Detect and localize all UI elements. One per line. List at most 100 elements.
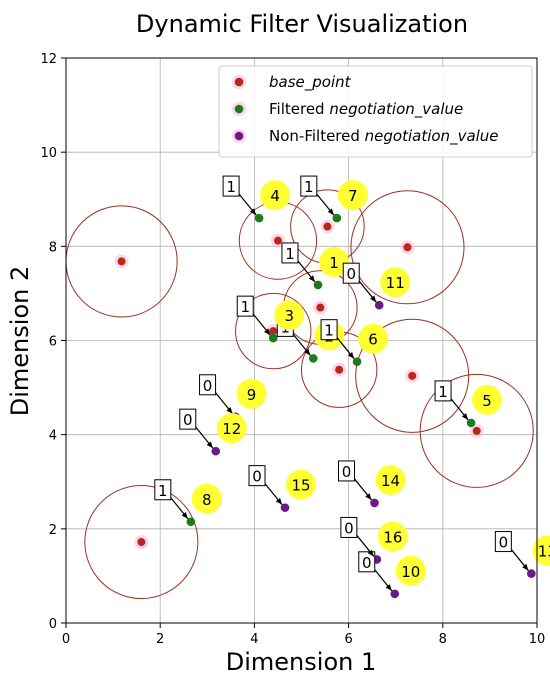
y-tick-label: 10 (40, 146, 57, 161)
flag-box (236, 295, 254, 317)
annotation-arrowhead (461, 413, 469, 420)
y-tick-label: 12 (40, 52, 57, 67)
id-badge-label: 12 (222, 420, 241, 438)
filtered-point (352, 357, 362, 366)
legend-label-text: Filtered (269, 100, 329, 118)
y-axis-label: Dimension 2 (6, 266, 34, 416)
legend-box (218, 65, 533, 158)
flag-label: 0 (346, 265, 356, 283)
flag-label: 1 (285, 245, 295, 263)
nonfiltered-point (390, 589, 400, 599)
flag-label: 1 (240, 298, 250, 316)
annotation-arrowhead (181, 512, 188, 519)
flag-box (248, 465, 266, 487)
base-point (269, 327, 278, 336)
flag-label: 0 (362, 554, 372, 572)
x-axis-label: Dimension 1 (226, 648, 376, 676)
flag-box (494, 531, 512, 553)
legend-label-italic: negotiation_value (329, 100, 463, 119)
flag-box (154, 479, 172, 501)
legend-label-italic: negotiation_value (365, 127, 499, 146)
legend-label: base_point (269, 73, 352, 92)
axes-frame (65, 57, 538, 624)
y-tick-label: 4 (49, 429, 57, 444)
legend-marker (234, 104, 244, 114)
plot-area: 0246810024681012111213141516171809010011… (40, 52, 550, 647)
base-point (335, 365, 344, 374)
flag-label: 1 (226, 178, 236, 196)
flag-label: 1 (304, 178, 314, 196)
id-badge (286, 469, 317, 500)
legend-label: Filtered negotiation_value (269, 100, 463, 119)
flag-box (358, 551, 376, 573)
filtered-point (186, 517, 196, 527)
id-badge-label: 3 (284, 307, 294, 325)
legend-label: Non-Filtered negotiation_value (269, 127, 499, 146)
flag-label: 0 (252, 468, 262, 486)
base-radius-circle (355, 318, 470, 433)
base-radius-circle (66, 205, 178, 318)
flag-label: 1 (324, 322, 334, 340)
flag-box (199, 374, 217, 396)
id-badge (274, 300, 305, 331)
id-badge-label: 16 (383, 528, 402, 546)
id-badge (380, 267, 411, 298)
x-tick-label: 10 (529, 632, 546, 647)
flag-label: 0 (183, 411, 193, 429)
id-badge-label: 10 (401, 563, 420, 581)
id-badge (377, 521, 408, 552)
annotation-arrowhead (347, 351, 355, 359)
flag-box (434, 380, 452, 402)
flag-box (320, 319, 338, 341)
annotation-arrowhead (365, 493, 372, 500)
annotation-arrowhead (249, 208, 257, 216)
id-badge (191, 483, 222, 514)
flag-label: 1 (158, 482, 168, 500)
id-badge-label: 6 (368, 331, 378, 349)
annotation-arrowhead (304, 348, 311, 356)
id-badge (375, 464, 406, 495)
y-tick-label: 6 (49, 335, 57, 350)
annotation-arrowhead (206, 441, 213, 449)
legend-marker (234, 131, 244, 141)
annotation-arrowhead (226, 407, 233, 414)
annotation-arrowhead (275, 497, 283, 505)
id-badge-label: 13 (538, 543, 550, 561)
flag-box (300, 175, 318, 197)
id-badge (472, 384, 503, 415)
id-badge (318, 246, 349, 277)
y-tick-label: 2 (49, 523, 57, 538)
x-tick-label: 6 (344, 632, 352, 647)
id-badge (337, 180, 368, 211)
chart-title: Dynamic Filter Visualization (136, 10, 468, 38)
filtered-point (254, 213, 264, 223)
annotation-arrowhead (385, 584, 392, 591)
flag-box (342, 262, 360, 284)
id-badge (216, 413, 247, 444)
filtered-point (268, 333, 278, 343)
id-badge-label: 15 (291, 477, 310, 495)
base-radius-circle (235, 292, 312, 370)
filtered-point (308, 354, 318, 363)
plot-content (66, 189, 536, 600)
flag-label: 1 (438, 383, 448, 401)
x-tick-label: 2 (156, 632, 164, 647)
id-badge-label: 11 (386, 274, 405, 292)
base-point (117, 257, 126, 266)
y-tick-label: 8 (49, 240, 57, 255)
annotation-arrowhead (522, 563, 529, 571)
base-point (137, 538, 146, 547)
flag-box (179, 408, 197, 430)
flag-label: 0 (203, 377, 213, 395)
flag-box (222, 175, 240, 197)
base-point (273, 236, 282, 245)
nonfiltered-point (527, 569, 536, 578)
legend-marker (234, 77, 244, 87)
flag-box (338, 460, 356, 482)
base-radius-circle (350, 190, 465, 305)
id-badge-label: 5 (482, 392, 492, 410)
base-point (408, 371, 417, 380)
